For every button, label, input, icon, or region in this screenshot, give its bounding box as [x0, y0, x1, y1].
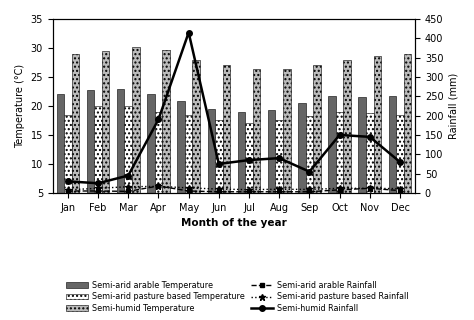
Bar — [102, 51, 109, 222]
Bar — [117, 89, 125, 222]
Bar — [374, 56, 381, 222]
Bar — [298, 103, 306, 222]
Bar — [343, 60, 351, 222]
Bar — [389, 96, 396, 222]
Bar — [275, 120, 283, 222]
Bar — [155, 112, 162, 222]
Bar — [208, 109, 215, 222]
Bar — [132, 47, 139, 222]
Bar — [238, 112, 245, 222]
Bar — [147, 94, 155, 222]
Bar — [366, 113, 374, 222]
Bar — [404, 54, 411, 222]
Bar — [94, 106, 102, 222]
Bar — [215, 120, 223, 222]
Bar — [64, 115, 72, 222]
Bar — [177, 101, 185, 222]
Bar — [396, 115, 404, 222]
Legend: Semi-arid arable Temperature, Semi-arid pasture based Temperature, Semi-humid Te: Semi-arid arable Temperature, Semi-arid … — [63, 278, 411, 316]
Y-axis label: Temperature (°C): Temperature (°C) — [15, 64, 25, 148]
X-axis label: Month of the year: Month of the year — [181, 218, 287, 228]
Bar — [358, 97, 366, 222]
Bar — [328, 96, 336, 222]
Bar — [253, 69, 260, 222]
Y-axis label: Rainfall (mm): Rainfall (mm) — [449, 73, 459, 139]
Bar — [313, 65, 321, 222]
Bar — [56, 94, 64, 222]
Bar — [283, 69, 291, 222]
Bar — [245, 123, 253, 222]
Bar — [223, 65, 230, 222]
Bar — [268, 110, 275, 222]
Bar — [125, 106, 132, 222]
Bar — [87, 90, 94, 222]
Bar — [185, 115, 192, 222]
Bar — [192, 60, 200, 222]
Bar — [72, 54, 79, 222]
Bar — [162, 50, 170, 222]
Bar — [306, 116, 313, 222]
Bar — [336, 112, 343, 222]
